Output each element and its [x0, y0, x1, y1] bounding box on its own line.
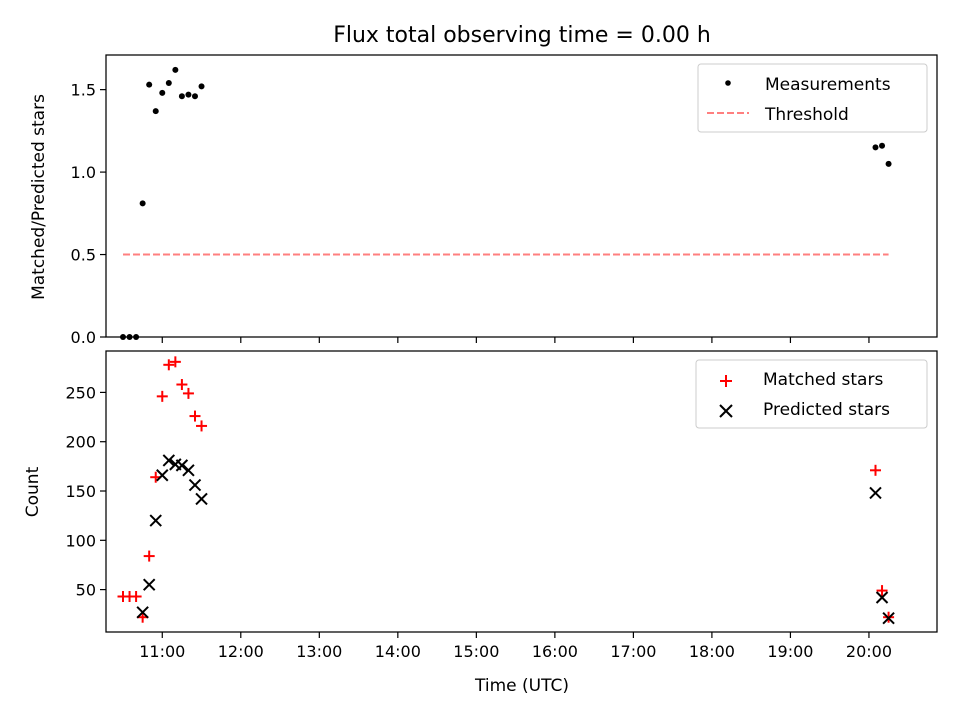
- axis-ticks: 50 100 150 200 250 11:00 12:00 13:00 14:00 15:00 1…: [65, 383, 892, 661]
- x-tick-label: 15:00: [453, 642, 499, 661]
- legend-label-measurements: Measurements: [765, 75, 891, 95]
- chart-title: Flux total observing time = 0.00 h: [333, 23, 711, 48]
- predicted-star-point: [195, 492, 208, 506]
- y-tick-label: 1.5: [71, 81, 96, 100]
- y-tick-label: 50: [76, 581, 96, 600]
- y-tick-label: 150: [65, 482, 96, 501]
- matched-star-point: [876, 585, 888, 597]
- legend-box: [695, 359, 928, 429]
- measurement-point: [198, 83, 205, 90]
- marker-stroke: [149, 514, 162, 527]
- predicted-star-point: [149, 514, 162, 527]
- legend: Measurements Threshold: [697, 63, 928, 133]
- count-panel: Count Time (UTC) 50 100 150 200 250 11:00 12:0…: [23, 350, 938, 696]
- y-tick-label: 200: [65, 433, 96, 452]
- measurement-point: [885, 160, 892, 167]
- ratio-panel: Flux total observing time = 0.00 h Match…: [29, 23, 938, 347]
- marker-stroke: [142, 578, 156, 591]
- matched-star-point: [130, 591, 142, 603]
- series-layer: [120, 66, 892, 340]
- marker-stroke: [188, 478, 202, 492]
- marker-stroke: [869, 486, 882, 500]
- predicted-star-point: [156, 469, 169, 482]
- marker-stroke: [175, 459, 189, 472]
- predicted-star-point: [162, 454, 176, 467]
- axis-ticks: 0.0 0.5 1.0 1.5: [71, 81, 870, 347]
- predicted-star-point: [875, 591, 889, 604]
- marker-stroke: [169, 458, 182, 471]
- measurement-point: [191, 93, 198, 100]
- series-layer: [117, 356, 895, 625]
- x-tick-label: 13:00: [296, 642, 342, 661]
- y-axis-label: Matched/Predicted stars: [29, 94, 49, 300]
- legend-box: [697, 63, 928, 133]
- matched-star-point: [176, 379, 188, 391]
- measurement-point: [165, 80, 172, 87]
- marker-stroke: [156, 469, 169, 482]
- x-axis-label: Time (UTC): [474, 676, 569, 696]
- x-tick-label: 14:00: [375, 642, 421, 661]
- predicted-star-point: [882, 611, 895, 625]
- legend-label-threshold: Threshold: [764, 105, 849, 125]
- x-tick-label: 17:00: [610, 642, 656, 661]
- legend-marker-measurements: [725, 80, 731, 86]
- marker-stroke: [162, 454, 176, 467]
- predicted-star-point: [188, 478, 202, 492]
- matched-star-point: [196, 420, 208, 432]
- measurement-point: [185, 91, 192, 98]
- marker-stroke: [136, 606, 149, 619]
- measurement-point: [146, 81, 153, 88]
- measurement-point: [178, 93, 185, 100]
- legend-marker-matched: [720, 375, 732, 387]
- x-tick-label: 19:00: [767, 642, 813, 661]
- marker-stroke: [882, 611, 895, 625]
- matched-star-point: [143, 550, 155, 562]
- matched-star-point: [156, 390, 168, 402]
- measurement-point: [872, 144, 879, 151]
- predicted-star-point: [136, 606, 149, 619]
- measurement-point: [879, 142, 886, 149]
- matched-star-point: [189, 410, 201, 422]
- predicted-star-point: [142, 578, 156, 591]
- y-tick-label: 100: [65, 531, 96, 550]
- marker-stroke: [182, 464, 195, 477]
- predicted-star-point: [869, 486, 882, 500]
- matched-star-point: [182, 387, 194, 399]
- y-tick-label: 0.0: [71, 328, 96, 347]
- predicted-star-point: [175, 459, 189, 472]
- y-axis-label: Count: [23, 466, 43, 517]
- measurement-point: [172, 66, 179, 73]
- predicted-star-point: [182, 464, 195, 477]
- legend: Matched stars Predicted stars: [695, 359, 928, 429]
- legend-label-matched: Matched stars: [763, 370, 883, 390]
- matched-star-point: [163, 359, 175, 371]
- measurement-point: [139, 200, 146, 207]
- y-tick-label: 250: [65, 383, 96, 402]
- matched-star-point: [869, 464, 881, 476]
- x-tick-label: 12:00: [218, 642, 264, 661]
- x-tick-label: 11:00: [139, 642, 185, 661]
- marker-stroke: [875, 591, 889, 604]
- measurement-point: [152, 108, 159, 115]
- x-tick-label: 20:00: [846, 642, 892, 661]
- matched-star-point: [169, 356, 181, 368]
- measurement-point: [159, 89, 166, 96]
- legend-label-predicted: Predicted stars: [763, 400, 890, 420]
- axes-frame: [105, 350, 938, 633]
- y-tick-label: 0.5: [71, 246, 96, 265]
- y-tick-label: 1.0: [71, 163, 96, 182]
- x-tick-label: 16:00: [532, 642, 578, 661]
- axes-frame: [105, 54, 938, 338]
- x-tick-label: 18:00: [689, 642, 735, 661]
- legend-marker-predicted: [719, 404, 733, 418]
- marker-stroke: [195, 492, 208, 506]
